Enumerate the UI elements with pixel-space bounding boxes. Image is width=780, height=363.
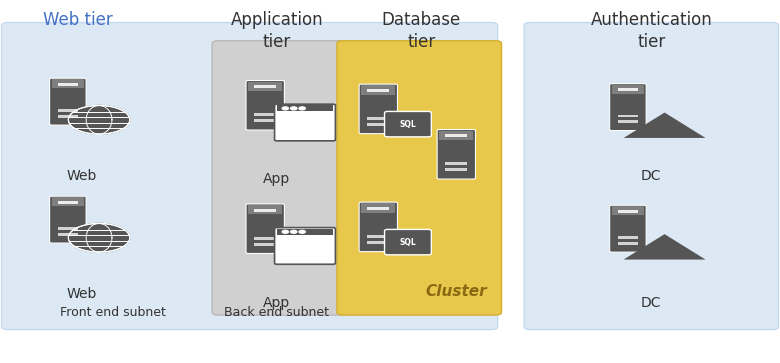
Bar xyxy=(52,197,83,206)
Bar xyxy=(248,205,282,215)
Bar xyxy=(612,206,644,215)
Bar xyxy=(445,168,467,171)
Bar xyxy=(58,83,78,86)
Polygon shape xyxy=(624,113,705,138)
Bar xyxy=(277,105,333,111)
Circle shape xyxy=(282,231,289,233)
Circle shape xyxy=(69,106,129,134)
Text: Web: Web xyxy=(67,169,97,183)
Bar xyxy=(618,210,638,213)
FancyBboxPatch shape xyxy=(275,104,335,141)
Text: Web: Web xyxy=(67,287,97,301)
FancyBboxPatch shape xyxy=(246,204,285,253)
Bar xyxy=(367,207,389,210)
Bar xyxy=(367,123,389,126)
Bar xyxy=(58,109,78,112)
FancyBboxPatch shape xyxy=(385,229,431,255)
Bar xyxy=(367,241,389,244)
Bar xyxy=(367,117,389,120)
FancyBboxPatch shape xyxy=(359,84,398,134)
FancyBboxPatch shape xyxy=(2,23,498,330)
Bar xyxy=(58,233,78,236)
FancyBboxPatch shape xyxy=(385,111,431,137)
Bar xyxy=(254,113,276,116)
Bar xyxy=(618,242,638,245)
Bar xyxy=(618,236,638,239)
Bar xyxy=(52,79,83,88)
Bar xyxy=(445,162,467,165)
Bar xyxy=(612,85,644,94)
FancyBboxPatch shape xyxy=(359,202,398,252)
Circle shape xyxy=(282,107,289,110)
Circle shape xyxy=(299,107,305,110)
Bar xyxy=(367,235,389,238)
FancyBboxPatch shape xyxy=(50,78,86,125)
FancyBboxPatch shape xyxy=(246,81,285,130)
FancyBboxPatch shape xyxy=(337,41,502,315)
Bar xyxy=(618,121,638,123)
Circle shape xyxy=(299,231,305,233)
Text: Application
tier: Application tier xyxy=(231,11,323,51)
Bar xyxy=(254,237,276,240)
Text: Authentication
tier: Authentication tier xyxy=(590,11,712,51)
FancyBboxPatch shape xyxy=(610,205,646,252)
Circle shape xyxy=(291,231,297,233)
Bar xyxy=(361,203,395,213)
Circle shape xyxy=(291,107,297,110)
Bar xyxy=(439,131,473,140)
Bar xyxy=(254,119,276,122)
FancyBboxPatch shape xyxy=(212,41,346,315)
Text: SQL: SQL xyxy=(399,238,417,246)
Bar xyxy=(58,201,78,204)
FancyBboxPatch shape xyxy=(437,130,476,179)
Bar xyxy=(618,115,638,117)
Bar xyxy=(254,209,276,212)
Bar xyxy=(58,115,78,118)
Bar xyxy=(58,227,78,230)
Text: Front end subnet: Front end subnet xyxy=(60,306,166,319)
Bar xyxy=(277,229,333,235)
FancyBboxPatch shape xyxy=(275,228,335,264)
Text: SQL: SQL xyxy=(399,120,417,129)
Text: Back end subnet: Back end subnet xyxy=(225,306,329,319)
Bar xyxy=(254,85,276,89)
Circle shape xyxy=(69,224,129,252)
Bar xyxy=(361,85,395,95)
Text: Web tier: Web tier xyxy=(43,11,113,29)
Bar xyxy=(618,88,638,91)
Bar xyxy=(254,243,276,246)
Text: Cluster: Cluster xyxy=(426,285,488,299)
Bar xyxy=(367,89,389,92)
Bar xyxy=(445,134,467,138)
Text: App: App xyxy=(264,296,290,310)
FancyBboxPatch shape xyxy=(610,83,646,131)
Polygon shape xyxy=(624,234,705,260)
Text: DC: DC xyxy=(641,169,661,183)
FancyBboxPatch shape xyxy=(524,23,778,330)
FancyBboxPatch shape xyxy=(50,196,86,243)
Text: DC: DC xyxy=(641,296,661,310)
Text: App: App xyxy=(264,172,290,187)
Bar xyxy=(248,82,282,91)
Text: Database
tier: Database tier xyxy=(381,11,461,51)
